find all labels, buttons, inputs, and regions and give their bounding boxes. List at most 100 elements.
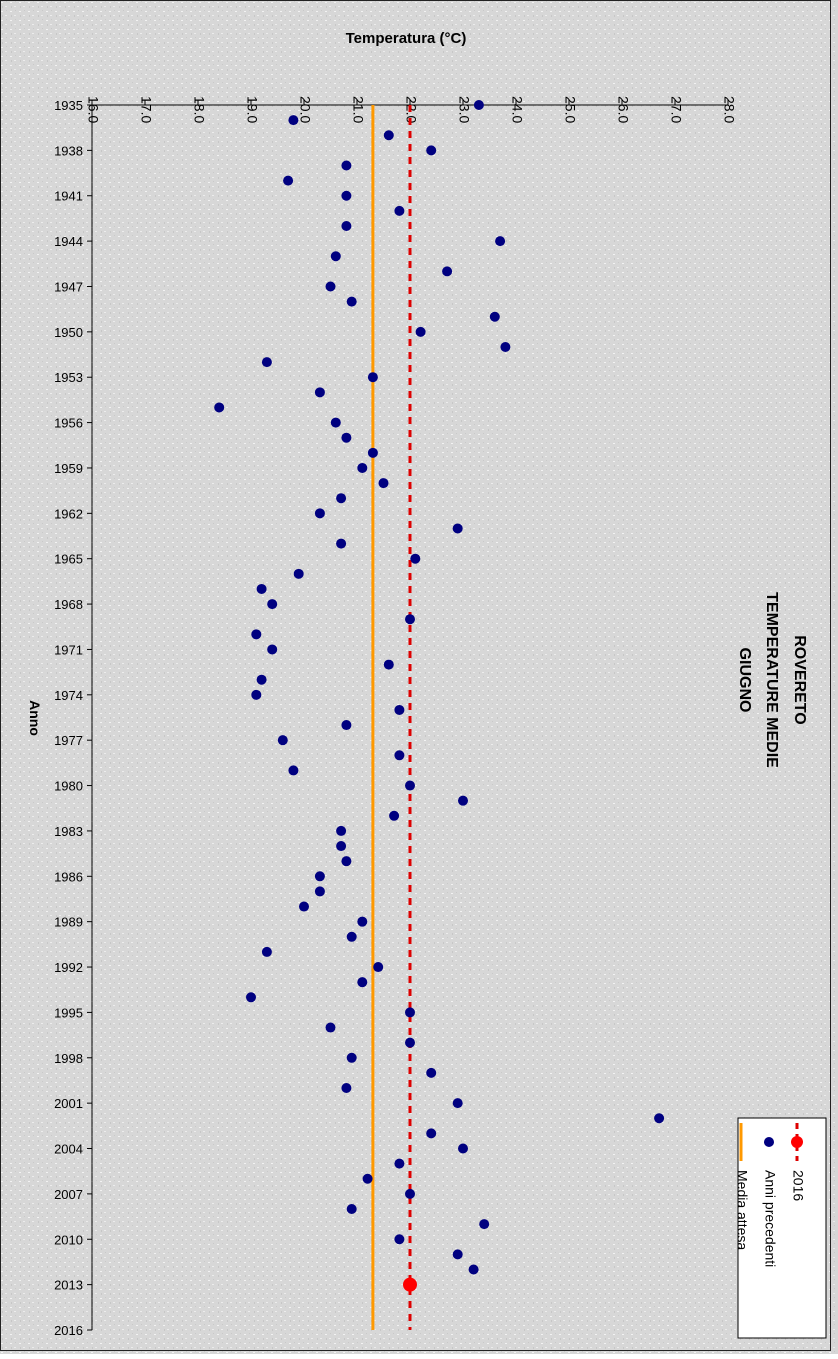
data-point-previous-year bbox=[336, 493, 347, 504]
temperature-tick-label: 24.0 bbox=[509, 96, 525, 123]
data-point-previous-year bbox=[299, 901, 309, 912]
temperature-tick-label: 27.0 bbox=[668, 96, 684, 123]
data-point-previous-year bbox=[341, 220, 352, 231]
data-point-previous-year bbox=[251, 689, 262, 700]
legend: 2016 Anni precedenti Media attesa bbox=[734, 1117, 827, 1339]
data-point-previous-year bbox=[314, 886, 325, 897]
data-point-previous-year bbox=[654, 1113, 665, 1124]
year-tick-label: 1980 bbox=[54, 779, 83, 794]
data-point-previous-year bbox=[500, 341, 511, 352]
data-point-previous-year bbox=[267, 644, 278, 655]
legend-item-label: 2016 bbox=[790, 1170, 806, 1201]
data-point-previous-year bbox=[336, 841, 347, 852]
year-tick-label: 1986 bbox=[54, 869, 83, 884]
year-tick-label: 2007 bbox=[54, 1187, 83, 1202]
data-point-previous-year bbox=[336, 538, 347, 549]
data-point-previous-year bbox=[405, 780, 415, 791]
year-tick-label: 1950 bbox=[54, 325, 83, 340]
legend-box bbox=[737, 1117, 827, 1339]
data-point-previous-year bbox=[341, 720, 352, 731]
temperature-tick-label: 21.0 bbox=[350, 96, 366, 123]
year-tick-label: 1995 bbox=[54, 1005, 83, 1020]
legend-2016-marker bbox=[791, 1136, 803, 1148]
data-point-previous-year bbox=[346, 296, 357, 307]
data-point-previous-year bbox=[405, 1188, 415, 1199]
legend-item-label: Anni precedenti bbox=[762, 1170, 778, 1267]
year-tick-label: 1962 bbox=[54, 506, 83, 521]
data-point-previous-year bbox=[378, 478, 389, 489]
data-point-previous-year bbox=[394, 1158, 405, 1169]
legend-item-label: Media attesa bbox=[734, 1170, 750, 1250]
data-point-previous-year bbox=[267, 599, 278, 610]
data-point-previous-year bbox=[383, 659, 394, 670]
data-point-previous-year bbox=[367, 447, 378, 458]
year-tick-label: 1968 bbox=[54, 597, 83, 612]
data-point-previous-year bbox=[314, 871, 325, 882]
data-point-previous-year bbox=[458, 1143, 468, 1154]
year-axis-title: Anno bbox=[27, 700, 43, 736]
data-point-previous-year bbox=[341, 1083, 352, 1094]
data-point-previous-year bbox=[367, 372, 378, 383]
data-point-previous-year bbox=[452, 1249, 463, 1260]
year-tick-label: 1935 bbox=[54, 98, 83, 113]
temperature-tick-label: 25.0 bbox=[562, 96, 578, 123]
data-point-previous-year bbox=[394, 704, 405, 715]
data-point-previous-year bbox=[261, 357, 272, 368]
legend-previous-years-marker bbox=[764, 1137, 774, 1147]
data-point-previous-year bbox=[314, 508, 325, 519]
year-tick-label: 1971 bbox=[54, 642, 83, 657]
data-point-previous-year bbox=[394, 750, 405, 761]
year-tick-label: 1983 bbox=[54, 824, 83, 839]
data-point-previous-year bbox=[214, 402, 225, 413]
data-point-previous-year bbox=[341, 432, 352, 443]
year-tick-label: 2013 bbox=[54, 1278, 83, 1293]
year-tick-label: 1938 bbox=[54, 143, 83, 158]
data-point-previous-year bbox=[405, 1037, 415, 1048]
data-point-previous-year bbox=[346, 1204, 357, 1215]
temperature-tick-label: 20.0 bbox=[297, 96, 313, 123]
year-tick-label: 2010 bbox=[54, 1232, 83, 1247]
data-point-previous-year bbox=[426, 1128, 437, 1139]
data-point-previous-year bbox=[251, 629, 262, 640]
year-tick-label: 1944 bbox=[54, 234, 83, 249]
data-point-previous-year bbox=[357, 916, 368, 927]
data-point-previous-year bbox=[341, 160, 352, 171]
data-point-previous-year bbox=[330, 251, 341, 262]
data-point-previous-year bbox=[426, 145, 437, 156]
data-point-previous-year bbox=[256, 674, 267, 685]
chart-title-line: GIUGNO bbox=[736, 648, 753, 713]
data-point-previous-year bbox=[373, 962, 384, 973]
year-tick-label: 1959 bbox=[54, 461, 83, 476]
data-point-previous-year bbox=[383, 130, 394, 141]
data-point-previous-year bbox=[473, 100, 484, 110]
year-tick-label: 1941 bbox=[54, 189, 83, 204]
year-tick-label: 1965 bbox=[54, 552, 83, 567]
data-point-previous-year bbox=[346, 1052, 357, 1063]
year-tick-label: 2001 bbox=[54, 1096, 83, 1111]
data-point-previous-year bbox=[452, 1098, 463, 1109]
chart-title-line: TEMPERATURE MEDIE bbox=[763, 592, 780, 768]
data-point-previous-year bbox=[415, 326, 426, 337]
data-point-previous-year bbox=[458, 795, 468, 806]
year-tick-label: 1977 bbox=[54, 733, 83, 748]
data-point-previous-year bbox=[246, 992, 256, 1003]
data-point-previous-year bbox=[277, 735, 288, 746]
data-point-previous-year bbox=[336, 825, 347, 836]
data-point-previous-year bbox=[442, 266, 453, 277]
data-point-previous-year bbox=[495, 236, 506, 247]
data-point-previous-year bbox=[362, 1173, 373, 1184]
year-tick-label: 1947 bbox=[54, 279, 83, 294]
data-point-previous-year bbox=[357, 977, 368, 988]
temperature-tick-label: 26.0 bbox=[615, 96, 631, 123]
data-point-previous-year bbox=[452, 523, 463, 534]
data-point-previous-year bbox=[410, 553, 421, 564]
data-point-previous-year bbox=[314, 387, 325, 398]
data-point-previous-year bbox=[256, 583, 267, 594]
temperature-tick-label: 17.0 bbox=[138, 96, 154, 123]
temperature-axis-title: Temperatura (°C) bbox=[346, 30, 467, 47]
data-point-previous-year bbox=[341, 190, 352, 201]
data-point-previous-year bbox=[288, 115, 299, 126]
data-point-previous-year bbox=[489, 311, 500, 322]
